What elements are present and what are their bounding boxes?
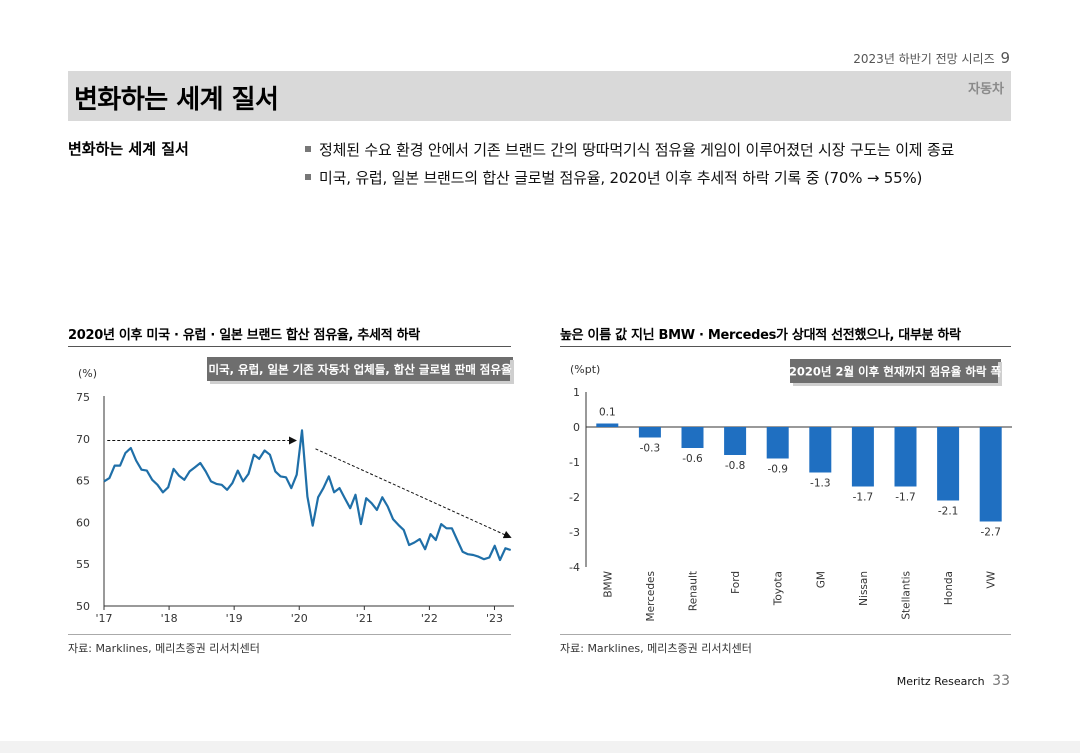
bar-value-label: -2.1 [938,506,959,518]
x-tick-label: '21 [356,612,373,625]
summary-label: 변화하는 세계 질서 [68,140,189,158]
share-line [103,429,512,562]
bullet-text: 미국, 유럽, 일본 브랜드의 합산 글로벌 점유율, 2020년 이후 추세적… [319,169,923,187]
annotation-shadow [998,362,1002,386]
y-tick-label: 60 [76,516,90,529]
annotation-text: 미국, 유럽, 일본 기존 자동차 업체들, 합산 글로벌 판매 점유율 [208,363,511,377]
y-tick-label: -4 [569,561,580,574]
x-category-label: Stellantis [901,571,913,620]
bar [851,427,874,487]
y-unit-label: (%) [78,367,97,380]
annotation-bg [790,359,1001,383]
bullet-square-icon [305,145,311,152]
annotation-shadow [210,381,514,384]
right-chart-title: 높은 이름 값 지닌 BMW · Mercedes가 상대적 선전했으나, 대부… [560,328,961,343]
x-tick-label: '19 [226,612,243,625]
x-category-label: GM [815,571,827,588]
x-category-label: Ford [730,571,742,594]
bar-value-label: -0.3 [640,443,661,455]
bar-value-label: -1.7 [853,492,874,504]
bar-value-label: 0.1 [599,407,616,419]
bar-value-label: -1.7 [895,492,916,504]
x-tick-label: '20 [291,612,308,625]
bar [766,427,789,459]
summary-bullets: 정체된 수요 환경 안에서 기존 브랜드 간의 땅따먹기식 점유율 게임이 이루… [305,136,1015,192]
right-title-rule [560,346,1011,347]
left-chart-title: 2020년 이후 미국 · 유럽 · 일본 브랜드 합산 점유율, 추세적 하락 [68,328,420,343]
bar [681,427,704,448]
bullet-text: 정체된 수요 환경 안에서 기존 브랜드 간의 땅따먹기식 점유율 게임이 이루… [319,141,955,159]
y-tick-label: 1 [573,386,580,399]
bar-value-label: -0.6 [682,453,703,465]
y-tick-label: -2 [569,491,580,504]
y-unit-label: (%pt) [570,363,600,376]
bar [809,427,832,473]
page-title: 변화하는 세계 질서 [74,85,279,115]
bar [638,427,661,438]
y-tick-label: -3 [569,526,580,539]
left-source: 자료: Marklines, 메리츠증권 리서치센터 [68,642,260,655]
bar-value-label: -0.8 [725,460,746,472]
y-tick-label: -1 [569,456,580,469]
left-title-rule [68,346,511,347]
bullet-square-icon [305,173,311,180]
annotation-bg [207,357,513,381]
annotation-box: 미국, 유럽, 일본 기존 자동차 업체들, 합산 글로벌 판매 점유율 [207,357,514,384]
bar-chart: (%pt) 2020년 2월 이후 현재까지 점유율 하락 폭 -4 -3 -2 -1 0 1… [569,359,1012,621]
trend-arrow [315,448,512,539]
annotation-box: 2020년 2월 이후 현재까지 점유율 하락 폭 [789,359,1002,386]
x-tick-label: '17 [95,612,112,625]
y-tick-label: 55 [76,558,90,571]
x-tick-label: '18 [161,612,178,625]
bar-value-label: -2.7 [980,527,1001,539]
title-band [68,71,1011,121]
right-source: 자료: Marklines, 메리츠증권 리서치센터 [560,642,752,655]
x-category-label: Mercedes [645,571,657,621]
line-chart: (%) 미국, 유럽, 일본 기존 자동차 업체들, 합산 글로벌 판매 점유율 5… [76,357,514,625]
y-tick-label: 65 [76,475,90,488]
bar [894,427,917,487]
x-category-label: BMW [602,570,614,597]
footer-page-number: 33 [992,673,1010,689]
x-category-label: Renault [688,571,700,611]
y-tick-label: 50 [76,600,90,613]
bar-value-label: -0.9 [767,464,788,476]
bar [724,427,747,455]
bullet-item: 정체된 수요 환경 안에서 기존 브랜드 간의 땅따먹기식 점유율 게임이 이루… [305,136,1015,164]
bar [596,423,619,427]
bar [937,427,960,501]
x-tick-label: '23 [486,612,503,625]
x-category-label: VW [986,570,998,588]
x-category-label: Honda [943,571,955,605]
series-page-number: 9 [1000,49,1010,67]
bar-value-label: -1.3 [810,478,831,490]
footer: Meritz Research 33 [897,673,1010,689]
annotation-shadow [793,383,1002,386]
right-bottom-rule [560,634,1011,635]
annotation-text: 2020년 2월 이후 현재까지 점유율 하락 폭 [789,365,1002,379]
x-category-label: Nissan [858,571,870,606]
annotation-shadow [510,360,514,384]
section-tag: 자동차 [968,82,1004,97]
series-tag: 2023년 하반기 전망 시리즈 9 [853,49,1010,67]
series-text: 2023년 하반기 전망 시리즈 [853,52,995,66]
y-tick-label: 75 [76,391,90,404]
footer-brand: Meritz Research [896,675,985,688]
bottom-strip [0,741,1080,753]
y-tick-label: 0 [573,421,580,434]
bullet-item: 미국, 유럽, 일본 브랜드의 합산 글로벌 점유율, 2020년 이후 추세적… [305,164,1015,192]
y-tick-label: 70 [76,433,90,446]
bar [979,427,1002,522]
x-category-label: Toyota [773,571,785,606]
left-bottom-rule [68,634,511,635]
x-tick-label: '22 [421,612,438,625]
